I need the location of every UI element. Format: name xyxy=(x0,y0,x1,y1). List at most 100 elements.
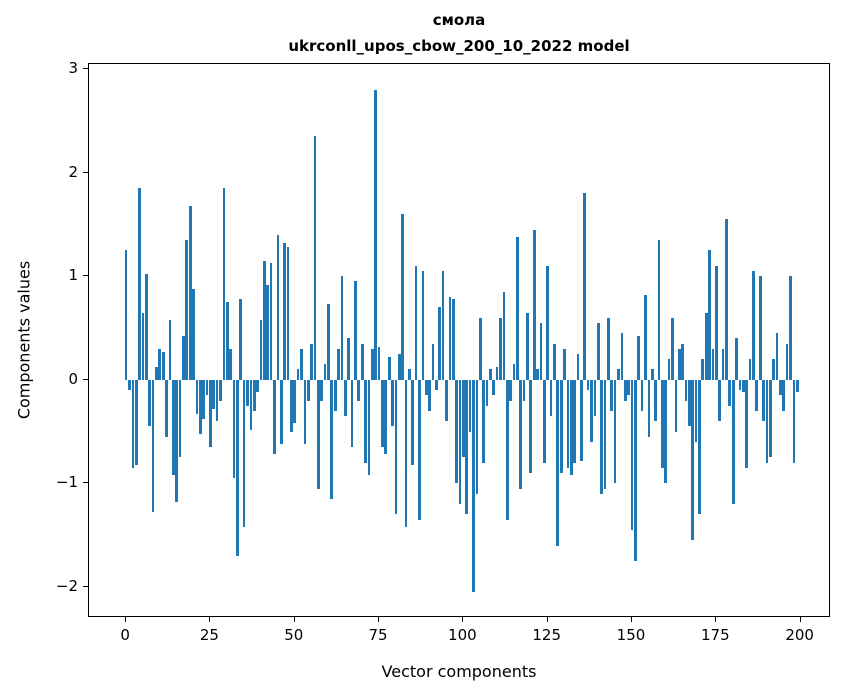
bar xyxy=(499,317,502,380)
bar xyxy=(573,379,576,463)
bar xyxy=(171,379,175,476)
bar xyxy=(738,379,742,391)
bar xyxy=(408,369,411,380)
bar xyxy=(714,265,718,380)
bar xyxy=(640,379,644,411)
bar xyxy=(350,379,354,448)
bar xyxy=(795,379,799,393)
bar xyxy=(586,379,590,391)
bar xyxy=(532,229,536,380)
bar xyxy=(168,319,172,380)
bar xyxy=(465,379,469,515)
bar xyxy=(424,379,428,396)
bar xyxy=(458,379,462,505)
bar xyxy=(290,379,293,432)
bar xyxy=(634,379,637,562)
bar xyxy=(134,379,138,465)
y-tick-mark xyxy=(83,171,88,173)
bar xyxy=(576,353,580,380)
y-tick-label: 3 xyxy=(68,59,78,78)
bar xyxy=(367,379,371,476)
bar xyxy=(313,136,317,380)
bar xyxy=(758,276,762,380)
bar xyxy=(418,379,421,520)
bar xyxy=(155,367,158,380)
bar xyxy=(542,379,546,463)
y-tick-label: 0 xyxy=(68,369,78,388)
bar xyxy=(735,338,738,380)
bar xyxy=(485,379,489,406)
bar xyxy=(225,302,229,380)
bar xyxy=(748,359,752,380)
bar xyxy=(333,379,337,411)
bar xyxy=(475,379,479,494)
bar xyxy=(549,379,553,417)
bar xyxy=(421,271,425,380)
y-tick-label: −2 xyxy=(55,576,78,595)
bar xyxy=(195,379,199,414)
bar xyxy=(580,379,583,461)
chart-title-word: смола xyxy=(432,11,486,29)
bar xyxy=(752,271,755,380)
bar xyxy=(273,379,276,455)
bar xyxy=(779,379,782,396)
bar xyxy=(384,379,388,455)
bar xyxy=(704,312,708,380)
bar xyxy=(674,379,678,432)
bar xyxy=(721,348,725,380)
bar xyxy=(657,240,661,380)
y-tick-label: −1 xyxy=(55,473,78,492)
bar xyxy=(360,343,364,380)
bar xyxy=(192,288,195,380)
bar xyxy=(617,369,620,380)
bar xyxy=(279,379,283,445)
bar xyxy=(178,379,182,458)
bar xyxy=(165,379,168,437)
bar xyxy=(775,333,779,380)
bar xyxy=(495,367,499,380)
bar xyxy=(397,353,401,380)
x-axis-label: Vector components xyxy=(381,662,537,681)
bar xyxy=(259,319,263,380)
bar xyxy=(198,379,202,434)
bar xyxy=(343,379,347,417)
bar xyxy=(566,379,570,468)
bar xyxy=(620,333,624,380)
bar xyxy=(691,379,695,541)
bar xyxy=(728,379,732,406)
bar xyxy=(222,188,226,380)
y-axis-label: Components values xyxy=(14,260,34,420)
x-tick-mark xyxy=(631,617,632,622)
x-tick-mark xyxy=(462,617,464,622)
bar xyxy=(650,369,654,380)
bar xyxy=(671,317,674,380)
bar xyxy=(590,379,593,442)
bar xyxy=(212,379,216,409)
bar xyxy=(745,379,749,468)
bar xyxy=(256,379,259,393)
bar xyxy=(249,379,253,430)
bar xyxy=(502,291,506,380)
bar xyxy=(374,89,378,380)
bar xyxy=(546,265,550,380)
x-tick-label: 0 xyxy=(120,626,130,644)
bar xyxy=(468,379,472,432)
bar xyxy=(141,312,145,380)
bar xyxy=(320,379,324,401)
bar xyxy=(404,379,408,527)
bar xyxy=(492,379,496,396)
bar xyxy=(239,299,243,380)
x-tick-label: 50 xyxy=(284,626,304,644)
bar xyxy=(431,343,435,380)
bar xyxy=(306,379,310,401)
bar xyxy=(357,379,361,401)
x-tick-mark xyxy=(209,617,211,622)
bar xyxy=(708,250,711,380)
bar xyxy=(627,379,630,396)
bar xyxy=(711,348,715,380)
bar xyxy=(451,299,455,380)
bar xyxy=(303,379,307,445)
bar xyxy=(229,348,232,380)
bar xyxy=(718,379,722,422)
bar xyxy=(286,247,290,380)
